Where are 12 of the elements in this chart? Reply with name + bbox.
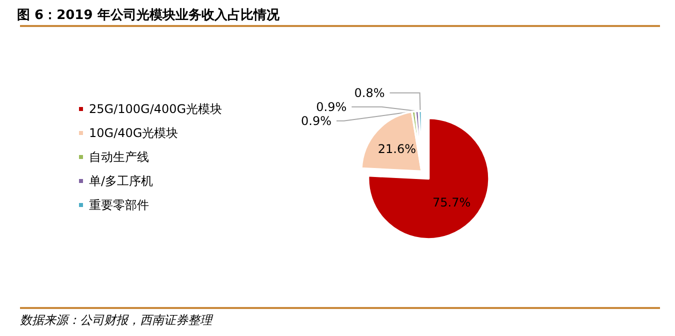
legend-label: 25G/100G/400G光模块 xyxy=(89,102,222,116)
legend-label: 单/多工序机 xyxy=(89,174,154,188)
data-label: 0.9% xyxy=(316,100,347,114)
data-label: 21.6% xyxy=(378,142,416,156)
legend-label: 重要零部件 xyxy=(89,198,149,212)
source-note: 数据来源：公司财报，西南证券整理 xyxy=(20,313,214,327)
data-label: 0.8% xyxy=(354,86,385,100)
data-label: 0.9% xyxy=(300,114,332,128)
legend-label: 自动生产线 xyxy=(89,150,149,164)
legend-label: 10G/40G光模块 xyxy=(89,126,178,140)
chart-title: 图 6：2019 年公司光模块业务收入占比情况 xyxy=(17,7,280,23)
data-label: 75.7% xyxy=(432,196,471,210)
